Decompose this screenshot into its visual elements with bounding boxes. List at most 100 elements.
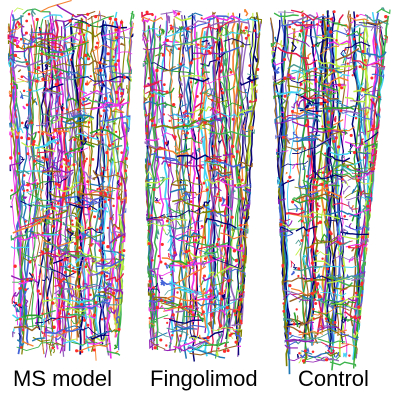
marker-dot (108, 143, 112, 148)
trace-branch (31, 8, 36, 17)
marker-dot (315, 207, 319, 211)
marker-dot (310, 277, 314, 282)
trace-branch (222, 152, 234, 157)
trace-branch (31, 96, 36, 106)
trace-branch (180, 305, 191, 309)
trace-branch (68, 136, 99, 146)
trace-branch (48, 190, 76, 198)
trace-branch (181, 100, 188, 108)
trace-branch (76, 196, 82, 204)
trace-branch (18, 155, 26, 166)
trace-branch (283, 312, 288, 320)
trace-branch (126, 84, 129, 94)
trace-branch (155, 101, 159, 107)
marker-dot (353, 315, 357, 319)
trace-branch (316, 164, 329, 175)
marker-dot (63, 158, 67, 162)
trace-branch (104, 36, 124, 42)
trace-branch (360, 190, 365, 196)
trace-branch (148, 314, 169, 329)
trace-branch (182, 252, 187, 256)
trace-branch (339, 250, 344, 255)
marker-dot (100, 172, 104, 175)
trace-branch (192, 14, 197, 22)
trace-branch (333, 108, 362, 115)
marker-dot (227, 279, 231, 283)
trace-branch (130, 13, 135, 17)
marker-dot (13, 264, 17, 268)
trace-branch (10, 123, 17, 136)
trace-branch (366, 19, 388, 26)
trace-branch (41, 275, 50, 282)
trace-branch (335, 68, 342, 74)
trace-branch (343, 311, 362, 320)
marker-dot (192, 58, 196, 61)
trace-branch (122, 122, 130, 133)
trace-branch (141, 16, 164, 23)
marker-dot (231, 117, 235, 121)
trace-branch (330, 301, 356, 306)
trace-branch (203, 242, 229, 255)
trace-branch (180, 129, 186, 136)
trace-branch (67, 41, 90, 50)
trace-branch (194, 102, 204, 109)
marker-dot (305, 174, 309, 178)
marker-dot (15, 135, 19, 139)
marker-dot (152, 188, 156, 192)
trace-branch (152, 296, 174, 303)
trace-branch (317, 81, 339, 92)
trace-branch (299, 55, 303, 58)
trace-branch (66, 97, 79, 103)
marker-dot (108, 16, 112, 21)
marker-dot (18, 317, 22, 321)
trace-branch (353, 89, 377, 100)
trace-branch (213, 155, 222, 158)
marker-dot (46, 215, 50, 218)
trace-branch (64, 18, 92, 27)
marker-dot (112, 55, 115, 58)
marker-dot (22, 189, 26, 192)
trace-branch (145, 178, 166, 191)
marker-dot (52, 135, 56, 139)
marker-dot (326, 267, 330, 271)
trace-branch (277, 178, 284, 189)
trace-branch (204, 248, 219, 255)
marker-dot (102, 109, 106, 112)
trace-branch (176, 154, 211, 161)
trace-branch (210, 130, 251, 137)
trace-branch (103, 207, 107, 211)
marker-dot (115, 97, 119, 100)
trace-branch (364, 58, 368, 66)
marker-dot (361, 235, 365, 239)
trace-branch (10, 234, 28, 241)
trace-branch (87, 341, 103, 345)
trace-branch (160, 224, 184, 230)
marker-dot (98, 61, 102, 65)
trace-branch (102, 120, 106, 127)
trace-branch (356, 167, 375, 171)
marker-dot (215, 242, 219, 246)
trace-branch (108, 58, 114, 64)
marker-dot (355, 14, 359, 18)
trace-branch (302, 234, 306, 238)
trace-branch (191, 289, 199, 299)
trace-branch (98, 84, 112, 91)
marker-dot (106, 245, 110, 249)
trace-branch (94, 240, 101, 248)
marker-dot (249, 100, 252, 103)
trace-branch (174, 339, 208, 352)
trace-branch (94, 66, 98, 75)
marker-dot (241, 197, 245, 200)
trace-branch (14, 109, 18, 119)
trace-branch (51, 344, 56, 352)
trace-trunk (75, 17, 87, 315)
marker-dot (357, 305, 361, 309)
marker-dot (287, 73, 291, 77)
trace-branch (197, 127, 207, 133)
trace-branch (79, 89, 104, 100)
trace-branch (210, 170, 232, 180)
trace-branch (338, 73, 350, 79)
trace-branch (199, 122, 203, 130)
trace-branch (202, 300, 237, 315)
